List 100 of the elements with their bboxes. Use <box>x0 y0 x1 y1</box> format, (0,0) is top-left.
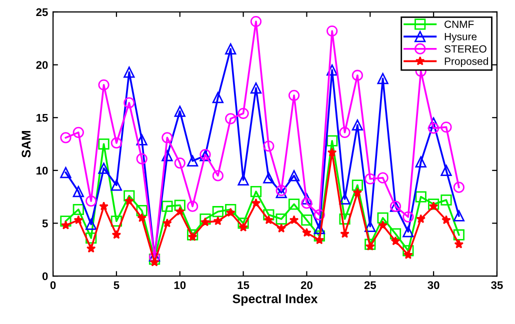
point <box>136 153 148 164</box>
point <box>276 224 286 233</box>
point <box>302 228 312 237</box>
point <box>339 126 350 138</box>
point <box>289 215 299 224</box>
point <box>454 240 464 248</box>
point <box>390 228 402 240</box>
point <box>288 170 300 182</box>
point <box>402 245 414 256</box>
point <box>200 217 210 226</box>
point <box>213 216 223 226</box>
point <box>250 16 262 28</box>
point <box>162 218 172 228</box>
point <box>453 210 464 222</box>
point <box>72 204 84 216</box>
point <box>301 198 312 209</box>
point <box>263 209 274 220</box>
x-axis-title: Spectral Index <box>232 294 318 306</box>
point <box>250 186 262 198</box>
point <box>440 122 452 133</box>
point <box>352 180 364 191</box>
point <box>314 230 325 242</box>
y-tick-label: 5 <box>42 220 48 228</box>
point <box>276 187 287 198</box>
point <box>352 188 362 197</box>
point <box>98 162 110 174</box>
point <box>416 214 426 224</box>
point <box>314 235 324 244</box>
point <box>60 132 72 144</box>
point <box>250 82 262 94</box>
point <box>364 173 376 184</box>
point <box>174 106 186 117</box>
point <box>238 222 248 232</box>
point <box>200 213 211 225</box>
point <box>174 157 186 169</box>
point <box>326 25 338 37</box>
point <box>238 108 249 119</box>
point <box>340 228 350 238</box>
point <box>86 244 96 253</box>
point <box>440 194 452 206</box>
point <box>428 198 440 210</box>
point <box>187 155 198 166</box>
point <box>110 180 122 191</box>
point <box>72 186 84 198</box>
x-tick-label: 30 <box>428 281 440 290</box>
x-tick-label: 10 <box>174 281 186 290</box>
y-tick-label: 10 <box>36 166 48 175</box>
point <box>212 92 224 104</box>
x-tick-label: 0 <box>50 281 56 290</box>
point <box>225 43 236 55</box>
point <box>175 206 185 216</box>
point <box>415 191 426 202</box>
point <box>428 122 440 134</box>
point <box>453 182 464 193</box>
point <box>86 196 97 207</box>
point <box>110 216 122 227</box>
point <box>352 70 364 81</box>
point <box>251 198 261 208</box>
point <box>402 226 414 238</box>
point <box>352 119 364 131</box>
point <box>74 215 84 224</box>
point <box>301 214 312 226</box>
point <box>453 229 464 240</box>
point <box>124 196 134 206</box>
point <box>226 208 236 217</box>
x-tick-label: 5 <box>114 281 120 290</box>
point <box>187 229 198 240</box>
point <box>263 172 274 184</box>
point <box>225 113 236 124</box>
point <box>162 150 173 162</box>
point <box>86 232 97 244</box>
point <box>264 215 274 224</box>
point <box>326 64 338 76</box>
point <box>440 164 452 176</box>
point <box>326 135 338 146</box>
point <box>99 201 108 210</box>
point <box>415 156 426 168</box>
point <box>288 90 300 101</box>
point <box>212 170 224 182</box>
point <box>136 134 148 146</box>
y-tick-label: 20 <box>36 61 48 69</box>
y-axis-title: SAM <box>22 130 31 158</box>
point <box>390 236 400 246</box>
point <box>365 242 375 251</box>
point <box>72 126 84 138</box>
point <box>428 201 438 210</box>
y-tick-label: 15 <box>36 114 48 122</box>
point <box>288 198 300 210</box>
point <box>212 206 224 218</box>
x-tick-label: 15 <box>238 281 250 290</box>
x-tick-label: 35 <box>491 281 503 290</box>
point <box>61 220 70 230</box>
point <box>124 66 135 78</box>
point <box>364 220 376 232</box>
point <box>339 213 350 225</box>
legend-label: Hysure <box>444 33 477 42</box>
point <box>377 212 388 224</box>
point <box>136 205 148 216</box>
point <box>98 79 110 90</box>
point <box>314 222 325 234</box>
